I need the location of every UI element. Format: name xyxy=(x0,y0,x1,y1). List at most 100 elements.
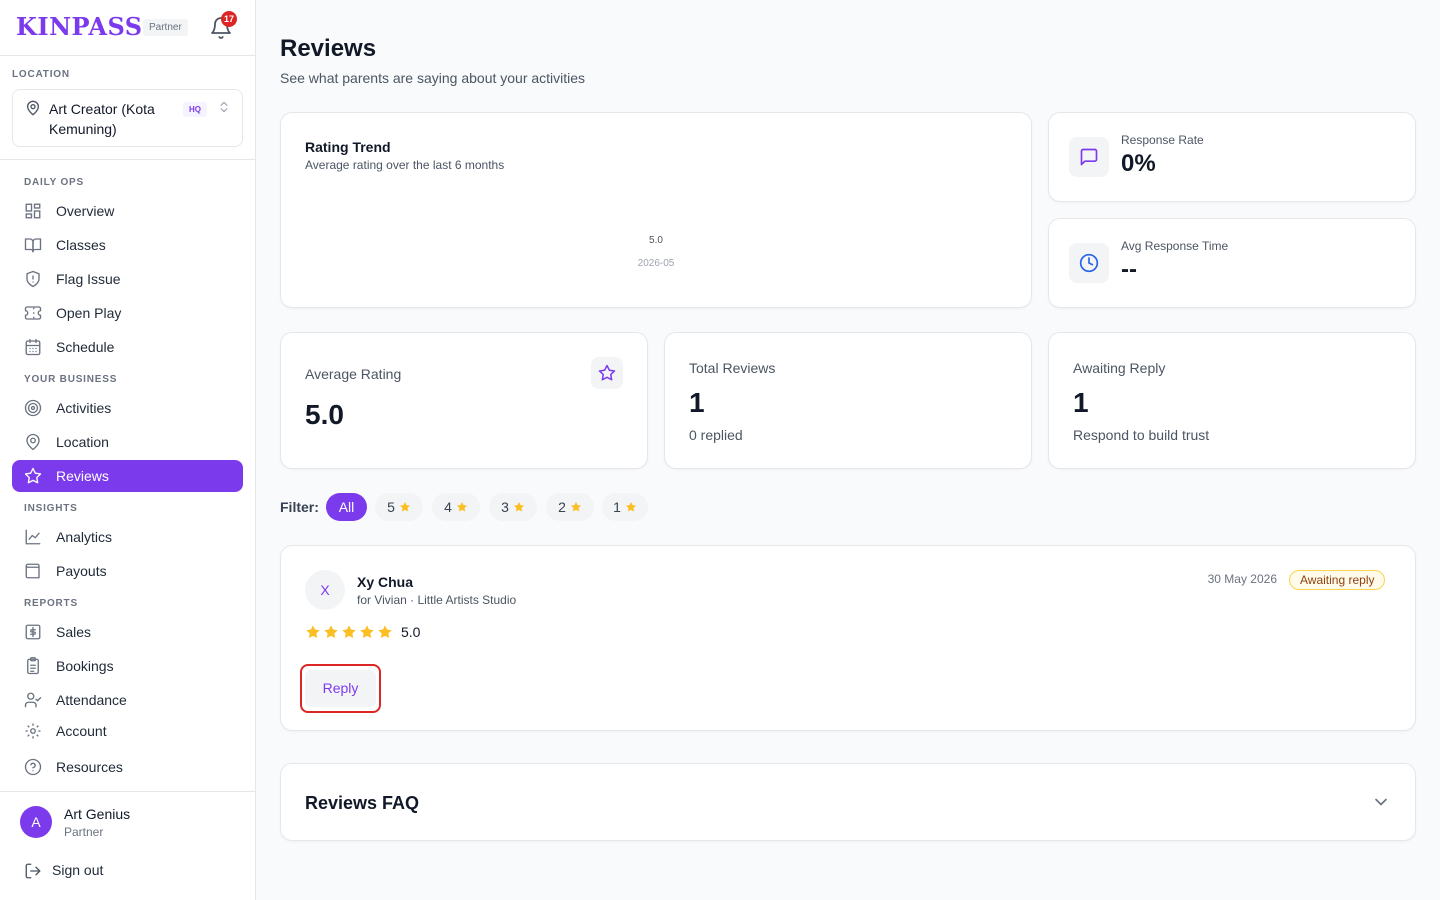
nav-item-resources[interactable]: Resources xyxy=(12,751,243,783)
nav-item-account[interactable]: Account xyxy=(12,715,243,747)
star-filled-icon xyxy=(306,625,320,638)
shield-alert-icon xyxy=(26,270,40,288)
brand-row: KINPASS Partner 17 xyxy=(0,0,255,56)
awaiting-reply-badge: Awaiting reply xyxy=(1289,570,1386,590)
gear-icon xyxy=(25,723,41,739)
filter-chip-5[interactable]: 5 xyxy=(375,493,423,521)
chevrons-up-down-icon xyxy=(220,101,228,113)
awaiting-reply-note: Respond to build trust xyxy=(1073,427,1210,443)
nav-label: Analytics xyxy=(56,529,113,545)
nav-label: Payouts xyxy=(56,563,107,579)
filter-chip-all[interactable]: All xyxy=(326,493,367,521)
map-pin-icon xyxy=(26,433,40,451)
nav-item-attendance[interactable]: Attendance xyxy=(12,684,243,716)
reply-highlight-outline xyxy=(300,664,381,713)
review-score: 5.0 xyxy=(401,624,421,640)
calendar-icon xyxy=(25,338,41,356)
message-square-icon xyxy=(1080,148,1098,166)
ticket-icon xyxy=(24,306,42,320)
nav-item-analytics[interactable]: Analytics xyxy=(12,521,243,553)
average-rating-card: Average Rating 5.0 xyxy=(280,332,648,469)
wallet-icon xyxy=(25,563,40,579)
star-filled-icon xyxy=(342,625,356,638)
nav-item-reviews[interactable]: Reviews xyxy=(12,460,243,492)
location-selector[interactable]: Art Creator (Kota Kemuning) HQ xyxy=(12,89,243,147)
filter-chip-label: 2 xyxy=(558,499,566,515)
section-label-reports: REPORTS xyxy=(24,598,78,609)
chevron-down-icon[interactable] xyxy=(1371,792,1391,812)
filter-chip-label: 5 xyxy=(387,499,395,515)
star-filled-icon xyxy=(625,502,636,512)
filter-chip-4[interactable]: 4 xyxy=(432,493,480,521)
filter-chip-3[interactable]: 3 xyxy=(489,493,537,521)
nav-item-activities[interactable]: Activities xyxy=(12,392,243,424)
nav-item-bookings[interactable]: Bookings xyxy=(12,650,243,682)
nav-label: Bookings xyxy=(56,658,114,674)
reviews-faq-accordion[interactable]: Reviews FAQ xyxy=(280,763,1416,841)
location-section-label: LOCATION xyxy=(12,69,70,80)
user-name: Art Genius xyxy=(64,806,131,822)
bell-icon[interactable] xyxy=(209,16,233,40)
trend-x-tick-label: 2026-05 xyxy=(638,258,675,269)
help-circle-icon xyxy=(24,758,42,776)
star-filled-icon xyxy=(513,502,524,512)
user-role: Partner xyxy=(64,825,104,839)
filter-chip-label: All xyxy=(338,499,355,515)
nav-item-overview[interactable]: Overview xyxy=(12,195,243,227)
filter-chip-2[interactable]: 2 xyxy=(546,493,594,521)
nav-label: Schedule xyxy=(56,339,115,355)
average-rating-value: 5.0 xyxy=(305,399,344,430)
rating-trend-card: Rating Trend Average rating over the las… xyxy=(280,112,1032,308)
user-avatar[interactable]: A xyxy=(20,806,52,838)
target-icon xyxy=(24,399,42,417)
star-filled-icon xyxy=(456,502,467,512)
section-label-your-business: YOUR BUSINESS xyxy=(24,374,118,385)
star-filled-icon xyxy=(360,625,374,638)
star-filled-icon xyxy=(324,625,338,638)
user-check-icon xyxy=(24,692,42,708)
nav-item-payouts[interactable]: Payouts xyxy=(12,555,243,587)
total-reviews-label: Total Reviews xyxy=(689,360,776,376)
star-icon xyxy=(24,467,42,484)
sidebar: KINPASS Partner 17 LOCATION Art Creator … xyxy=(0,0,256,900)
nav-item-classes[interactable]: Classes xyxy=(12,229,243,261)
stat-icon-box xyxy=(1069,137,1109,177)
nav-label: Open Play xyxy=(56,305,122,321)
awaiting-reply-card: Awaiting Reply 1 Respond to build trust xyxy=(1048,332,1416,469)
response-rate-card: Response Rate 0% xyxy=(1048,112,1416,202)
kinpass-logo[interactable]: KINPASS xyxy=(16,12,143,41)
trend-subtitle: Average rating over the last 6 months xyxy=(305,158,505,172)
review-for-text: for Vivian · Little Artists Studio xyxy=(357,593,517,607)
avg-response-time-card: Avg Response Time -- xyxy=(1048,218,1416,308)
nav-label: Sales xyxy=(56,624,92,640)
filter-label: Filter: xyxy=(280,499,319,515)
nav-item-open-play[interactable]: Open Play xyxy=(12,297,243,329)
page-title: Reviews xyxy=(280,35,377,62)
line-chart-icon xyxy=(25,529,41,545)
nav-label: Account xyxy=(56,723,107,739)
filter-chip-label: 4 xyxy=(444,499,452,515)
reviewer-avatar: X xyxy=(305,570,345,610)
filter-chip-1[interactable]: 1 xyxy=(602,493,648,521)
section-label-insights: INSIGHTS xyxy=(24,503,78,514)
star-filled-icon xyxy=(378,625,392,638)
reply-button[interactable]: Reply xyxy=(305,670,376,707)
layout-grid-icon xyxy=(25,203,41,219)
book-open-icon xyxy=(24,238,42,253)
average-rating-label: Average Rating xyxy=(305,366,402,382)
nav-item-schedule[interactable]: Schedule xyxy=(12,331,243,363)
nav-label: Location xyxy=(56,434,109,450)
total-reviews-note: 0 replied xyxy=(689,427,743,443)
total-reviews-value: 1 xyxy=(689,387,705,418)
nav-item-sales[interactable]: Sales xyxy=(12,616,243,648)
star-filled-icon xyxy=(570,502,581,512)
total-reviews-card: Total Reviews 1 0 replied xyxy=(664,332,1032,469)
location-name: Art Creator (Kota Kemuning) xyxy=(49,101,155,137)
review-date: 30 May 2026 xyxy=(1207,572,1277,586)
nav-item-location[interactable]: Location xyxy=(12,426,243,458)
rating-trend-chart: 5.0 2026-05 xyxy=(638,235,675,269)
star-icon xyxy=(598,364,616,381)
star-chip xyxy=(591,357,623,389)
sign-out-label: Sign out xyxy=(52,862,104,878)
nav-item-flag-issue[interactable]: Flag Issue xyxy=(12,263,243,295)
